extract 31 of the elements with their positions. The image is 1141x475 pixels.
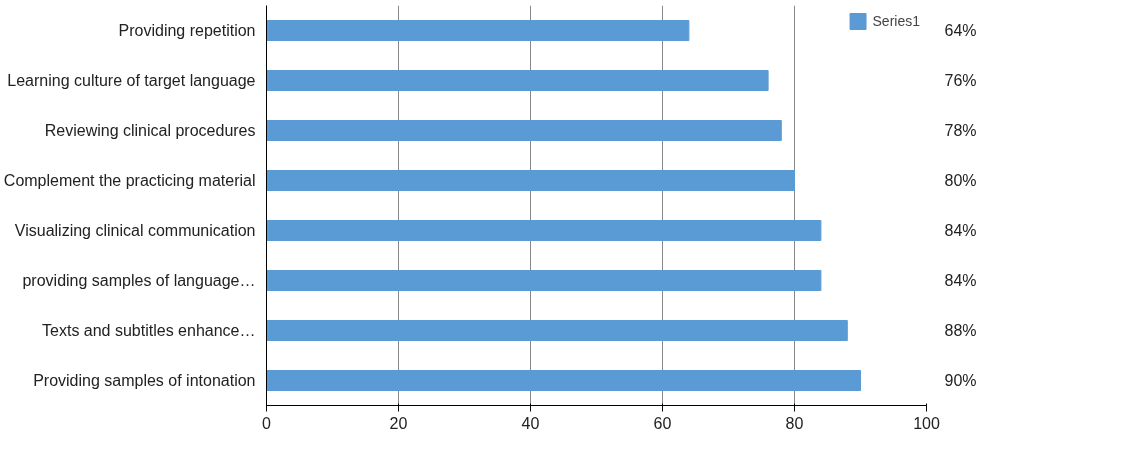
- data-label: 84%: [944, 222, 977, 239]
- legend-label: Series1: [872, 13, 920, 29]
- x-tick-label: 40: [521, 414, 540, 432]
- bar: [266, 370, 861, 391]
- y-tick-label: Providing samples of intonation: [33, 372, 256, 389]
- bar: [266, 320, 848, 341]
- x-tick-label: 80: [785, 414, 804, 432]
- y-tick-label: providing samples of language…: [22, 272, 256, 289]
- data-label: 90%: [944, 372, 977, 389]
- data-label: 84%: [944, 272, 977, 289]
- y-tick-label: Reviewing clinical procedures: [44, 122, 256, 139]
- data-label: 80%: [944, 172, 977, 189]
- x-tick-label: 0: [262, 414, 272, 432]
- data-label: 88%: [944, 322, 977, 339]
- y-tick-label: Texts and subtitles enhance…: [42, 322, 256, 339]
- y-tick-label: Providing repetition: [118, 22, 256, 39]
- data-label: 76%: [944, 72, 977, 89]
- bar: [266, 70, 769, 91]
- y-tick-label: Learning culture of target language: [7, 72, 256, 89]
- bar: [266, 270, 822, 291]
- bar: [266, 20, 690, 41]
- y-tick-label: Visualizing clinical communication: [14, 222, 256, 239]
- data-label: 64%: [944, 22, 977, 39]
- x-tick-label: 100: [913, 414, 940, 432]
- y-tick-label: Complement the practicing material: [3, 172, 256, 189]
- x-tick-label: 60: [653, 414, 672, 432]
- data-label: 78%: [944, 122, 977, 139]
- bar: [266, 120, 782, 141]
- bar: [266, 220, 822, 241]
- x-tick-label: 20: [389, 414, 408, 432]
- bar: [266, 170, 795, 191]
